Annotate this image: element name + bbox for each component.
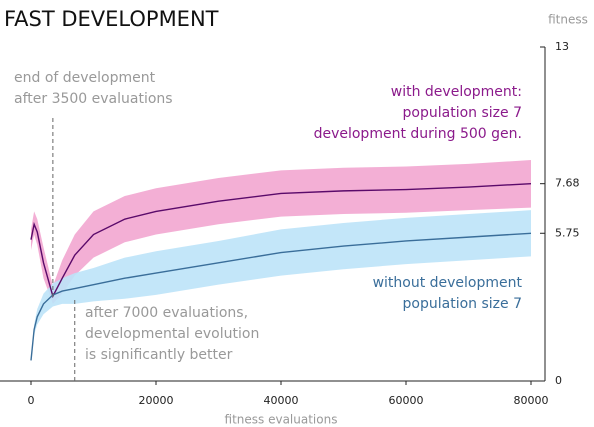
annotation-text: end of development: [14, 70, 156, 86]
series-label: with development:: [391, 84, 522, 100]
annotation-text: developmental evolution: [85, 326, 259, 342]
series-label: population size 7: [403, 296, 522, 312]
y-axis-label: fitness: [548, 13, 588, 27]
y-tick-label: 5.75: [555, 226, 580, 239]
x-tick-label: 80000: [514, 394, 549, 407]
x-tick-label: 20000: [139, 394, 174, 407]
series-label: population size 7: [403, 105, 522, 121]
x-axis-label: fitness evaluations: [225, 413, 338, 427]
annotation-text: after 7000 evaluations,: [85, 305, 248, 321]
series-label: development during 500 gen.: [314, 126, 522, 142]
annotation-text: after 3500 evaluations: [14, 91, 173, 107]
x-tick-label: 0: [28, 394, 35, 407]
series-label: without development: [373, 275, 523, 291]
mean-line: [30, 182, 532, 299]
mean-line: [30, 232, 532, 361]
y-tick-label: 13: [555, 40, 569, 53]
confidence-band: [31, 160, 531, 304]
y-tick-label: 7.68: [555, 177, 580, 190]
chart-title: FAST DEVELOPMENT: [4, 7, 219, 31]
x-tick-label: 40000: [264, 394, 299, 407]
confidence-band: [31, 210, 531, 361]
x-tick-label: 60000: [389, 394, 424, 407]
annotation-text: is significantly better: [85, 347, 233, 363]
y-tick-label: 0: [555, 374, 562, 387]
